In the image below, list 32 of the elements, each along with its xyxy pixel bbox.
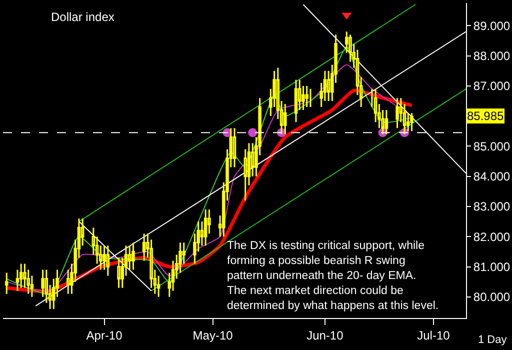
- candlestick: [396, 97, 399, 129]
- candlestick: [4, 272, 8, 295]
- annotation: The DX is testing critical support, while forming a possible bearish R swing pattern underneath the 20- day EMA. The next market direction could be determined by what happens at this level.: [227, 240, 439, 312]
- y-tick-label: 85.000: [473, 139, 510, 154]
- candlestick: [106, 244, 110, 277]
- x-tick-label: Jun-10: [306, 328, 344, 342]
- x-tick-label: Apr-10: [86, 328, 123, 342]
- candlestick: [384, 109, 388, 135]
- x-tick-label: Jul-10: [417, 328, 450, 342]
- candlestick: [142, 232, 146, 262]
- candlestick: [410, 112, 414, 132]
- candlestick: [232, 127, 236, 168]
- y-tick-label: 84.000: [473, 170, 510, 184]
- y-tick-label: 89.000: [473, 18, 510, 33]
- y-tick-label: 80.000: [473, 290, 510, 304]
- candlestick: [284, 103, 287, 135]
- x-tick-label: May-10: [192, 328, 234, 342]
- candlestick: [19, 262, 23, 289]
- text: Dollar index: [51, 10, 114, 24]
- candlestick: [117, 256, 120, 289]
- y-tick-label: 87.000: [473, 79, 510, 94]
- candlestick: [132, 242, 135, 271]
- candlestick: [305, 85, 308, 108]
- y-tick-label: 82.000: [473, 230, 510, 244]
- candlestick: [204, 208, 208, 246]
- y-tick-label: 88.000: [473, 48, 510, 63]
- annotation: 85.985: [467, 109, 504, 123]
- candlestick: [294, 79, 298, 123]
- candlestick: [308, 88, 312, 108]
- y-tick-label: 83.000: [473, 200, 510, 214]
- text: 1 Day: [478, 334, 508, 346]
- y-tick-label: 81.000: [473, 260, 510, 274]
